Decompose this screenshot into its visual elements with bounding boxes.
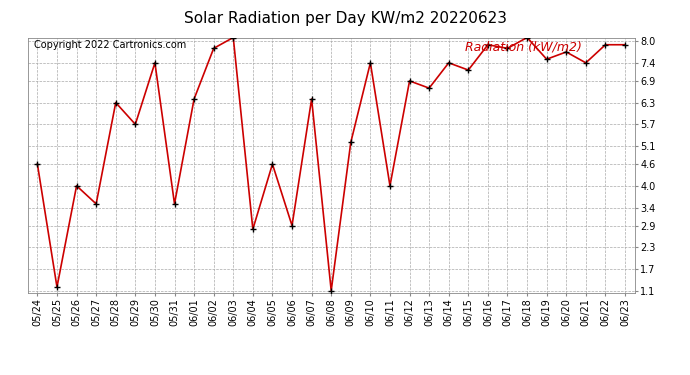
Text: Solar Radiation per Day KW/m2 20220623: Solar Radiation per Day KW/m2 20220623 (184, 11, 506, 26)
Text: Copyright 2022 Cartronics.com: Copyright 2022 Cartronics.com (34, 40, 186, 50)
Text: Radiation (kW/m2): Radiation (kW/m2) (465, 40, 582, 53)
